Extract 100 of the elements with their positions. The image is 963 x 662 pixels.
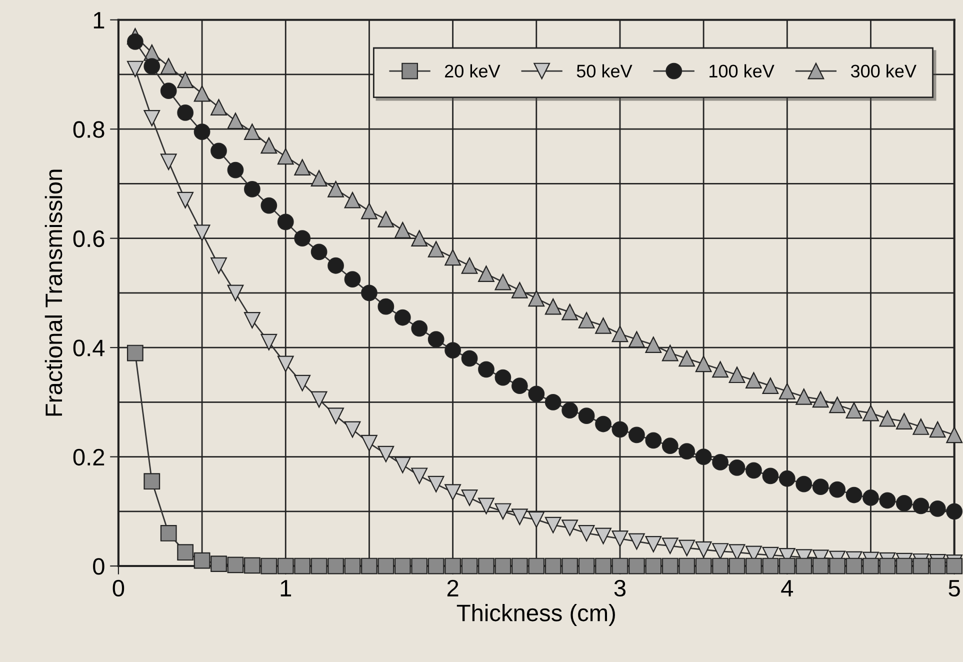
point <box>762 378 779 394</box>
point <box>378 211 394 228</box>
x-tick-label: 0 <box>112 580 124 597</box>
point <box>662 438 678 454</box>
point <box>912 558 930 574</box>
point <box>762 558 779 574</box>
point <box>126 344 144 362</box>
point <box>378 558 394 574</box>
point <box>628 558 645 574</box>
point <box>746 462 762 479</box>
point <box>294 230 311 247</box>
point <box>177 544 194 561</box>
point <box>678 558 696 574</box>
point <box>712 543 728 560</box>
point <box>277 356 294 372</box>
point <box>210 99 227 116</box>
point <box>578 525 595 542</box>
x-tick-label: 5 <box>948 580 960 597</box>
point <box>144 58 160 74</box>
point <box>411 558 428 574</box>
point <box>328 408 344 424</box>
point <box>662 558 678 574</box>
point <box>511 378 528 394</box>
point <box>260 137 278 154</box>
point <box>662 538 678 554</box>
point <box>310 391 328 408</box>
point <box>678 350 696 367</box>
point <box>160 82 177 100</box>
point <box>812 558 829 574</box>
point <box>244 557 260 574</box>
point <box>712 558 728 574</box>
point <box>746 372 762 389</box>
point <box>277 558 294 574</box>
point <box>177 104 194 121</box>
point <box>662 344 678 362</box>
point <box>612 326 628 342</box>
point <box>344 271 361 288</box>
y-tick-label: 0.8 <box>73 121 104 138</box>
point <box>746 558 762 574</box>
point <box>812 478 829 496</box>
point <box>678 540 696 556</box>
point <box>461 350 478 367</box>
point <box>494 274 512 290</box>
point <box>846 558 862 574</box>
point <box>695 541 712 558</box>
point <box>444 484 461 500</box>
point <box>194 85 210 102</box>
point <box>444 342 461 358</box>
point <box>194 124 210 140</box>
point <box>227 162 244 178</box>
point <box>361 202 378 220</box>
point <box>328 558 344 574</box>
point <box>595 528 612 544</box>
point <box>260 558 278 574</box>
point <box>645 558 662 574</box>
point <box>929 558 946 574</box>
point <box>929 421 946 438</box>
point <box>361 558 378 574</box>
legend-label: 50 keV <box>576 64 632 78</box>
point <box>361 284 378 302</box>
point <box>227 112 244 130</box>
point <box>260 197 278 214</box>
point <box>862 558 879 574</box>
point <box>846 486 862 504</box>
legend-label: 300 keV <box>850 64 916 78</box>
point <box>177 192 194 208</box>
point <box>796 388 812 405</box>
point <box>494 558 512 574</box>
point <box>461 490 478 506</box>
y-axis-title: Fractional Transmission <box>44 170 62 416</box>
point <box>678 443 696 460</box>
point <box>695 558 712 574</box>
point <box>428 558 444 574</box>
point <box>194 552 210 569</box>
point <box>328 257 344 274</box>
point <box>879 410 896 427</box>
point <box>126 60 144 78</box>
point <box>762 468 779 484</box>
point <box>628 533 645 550</box>
point <box>562 402 578 419</box>
point <box>160 154 177 170</box>
point <box>728 460 746 476</box>
point <box>478 498 494 514</box>
x-tick-label: 2 <box>447 580 458 596</box>
point <box>394 558 411 574</box>
point <box>612 530 628 547</box>
point <box>328 180 344 198</box>
point <box>812 391 829 408</box>
legend-label: 20 keV <box>445 64 500 78</box>
point <box>528 386 545 402</box>
point <box>177 72 194 88</box>
point <box>595 318 612 334</box>
x-tick-label: 3 <box>614 580 626 597</box>
point <box>394 456 411 474</box>
point <box>846 402 862 419</box>
point <box>912 498 930 514</box>
point <box>595 416 612 432</box>
point <box>946 426 963 444</box>
point <box>929 500 946 517</box>
point <box>528 511 545 528</box>
